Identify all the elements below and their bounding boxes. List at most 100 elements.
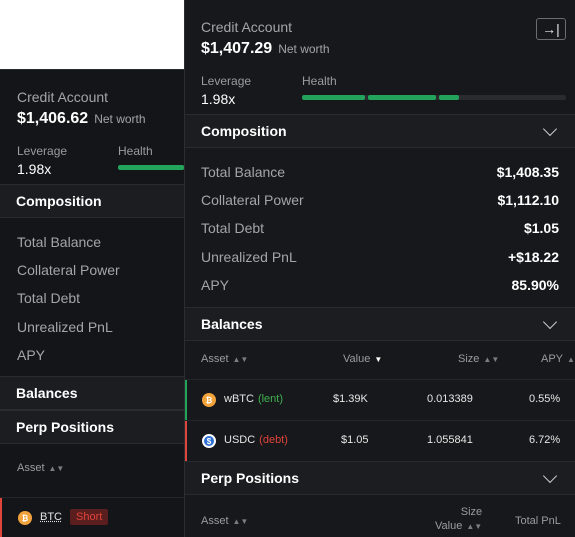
balance-symbol: USDC [224, 434, 256, 446]
perp-pnl-header[interactable]: Total PnL [515, 515, 561, 527]
net-worth-value: $1,407.29 [201, 40, 273, 57]
header-label: Size [460, 506, 483, 518]
back-net-worth: $1,406.62 Net worth [17, 110, 146, 128]
balance-apy: 0.55% [529, 393, 561, 405]
leverage-label: Leverage [201, 74, 252, 88]
sort-icon: ▲▼ [567, 354, 575, 364]
back-perp-asset-header[interactable]: Asset ▲▼ [17, 462, 64, 474]
composition-label: Total Debt [201, 220, 265, 236]
back-balances-header[interactable]: Balances [0, 376, 184, 410]
balance-symbol: wBTC [224, 393, 254, 405]
back-perp-header[interactable]: Perp Positions [0, 410, 184, 444]
chevron-down-icon [542, 314, 558, 329]
header-label: Value [435, 520, 463, 532]
composition-value: $1,112.10 [497, 192, 559, 208]
composition-label: Total Balance [201, 164, 286, 180]
header-label: Total PnL [515, 515, 561, 527]
back-composition-row: APY [17, 347, 46, 363]
header-label: Asset [201, 515, 229, 527]
perp-title: Perp Positions [201, 470, 300, 486]
front-account-panel: Credit Account $1,407.29 Net worth →| Lev… [184, 0, 575, 537]
health-segment-3 [439, 95, 459, 100]
composition-header[interactable]: Composition [185, 114, 575, 148]
balance-size: 0.013389 [427, 393, 473, 405]
balance-size: 1.055841 [427, 434, 473, 446]
back-composition-row: Total Balance [17, 234, 102, 250]
lent-indicator [185, 380, 187, 420]
back-perp-asset-header-label: Asset [17, 462, 45, 474]
perp-size-value-label: Value ▲▼ [435, 520, 482, 532]
sort-icon: ▲▼ [48, 463, 65, 473]
lent-tag: (lent) [257, 393, 284, 405]
balance-value: $1.39K [333, 393, 368, 405]
back-composition-row: Collateral Power [17, 262, 120, 278]
back-perp-asset: BTC Short [40, 509, 109, 525]
health-label: Health [302, 74, 337, 88]
usdc-icon: $ [202, 434, 216, 448]
composition-value: $1,408.35 [496, 164, 559, 180]
header-label: Asset [201, 353, 229, 365]
balance-apy: 6.72% [529, 434, 561, 446]
debt-tag: (debt) [259, 434, 288, 446]
chevron-down-icon [542, 121, 558, 136]
back-net-worth-value: $1,406.62 [17, 110, 89, 127]
short-indicator [0, 498, 2, 537]
back-composition-row: Unrealized PnL [17, 319, 113, 335]
back-health-fill [118, 165, 184, 170]
composition-label: Collateral Power [201, 192, 304, 208]
balance-asset: USDC (debt) [224, 434, 288, 446]
back-leverage-label: Leverage [17, 144, 68, 158]
health-segment-1 [302, 95, 365, 100]
short-badge: Short [70, 509, 109, 525]
net-worth: $1,407.29 Net worth [201, 40, 330, 58]
balance-row[interactable]: ₿ wBTC (lent) $1.39K 0.013389 0.55% [185, 379, 575, 420]
composition-value: 85.90% [511, 277, 559, 293]
collapse-right-icon: →| [542, 21, 560, 37]
net-worth-label: Net worth [278, 42, 330, 56]
sort-icon: ▲▼ [232, 354, 249, 364]
back-perp-symbol: BTC [40, 511, 62, 523]
collapse-panel-button[interactable]: →| [536, 18, 566, 40]
balance-value: $1.05 [341, 434, 369, 446]
balances-apy-header[interactable]: APY▲▼ [541, 353, 575, 365]
balance-row[interactable]: $ USDC (debt) $1.05 1.055841 6.72% [185, 420, 575, 461]
header-label: Size [458, 353, 480, 365]
account-title: Credit Account [201, 19, 293, 35]
debt-indicator [185, 421, 187, 461]
header-label: Value [343, 353, 371, 365]
health-bar [302, 95, 566, 100]
perp-header[interactable]: Perp Positions [185, 461, 575, 495]
balances-asset-header[interactable]: Asset ▲▼ [201, 353, 248, 365]
back-balances-title: Balances [16, 385, 78, 401]
back-health-bar [118, 165, 184, 170]
perp-asset-header[interactable]: Asset ▲▼ [201, 515, 248, 527]
chevron-down-icon [542, 468, 558, 483]
back-account-title: Credit Account [17, 89, 109, 105]
balances-value-header[interactable]: Value ▼ [343, 353, 382, 365]
composition-label: APY [201, 277, 230, 293]
back-composition-title: Composition [16, 193, 102, 209]
composition-title: Composition [201, 123, 287, 139]
composition-value: +$18.22 [508, 249, 559, 265]
back-composition-header[interactable]: Composition [0, 184, 184, 218]
header-label: APY [541, 353, 564, 365]
sort-icon: ▲▼ [466, 521, 483, 531]
balances-size-header[interactable]: Size ▲▼ [458, 353, 499, 365]
wbtc-icon: ₿ [202, 393, 216, 407]
back-account-panel: Credit Account $1,406.62 Net worth Levera… [0, 69, 184, 537]
balances-title: Balances [201, 316, 263, 332]
back-health-label: Health [118, 144, 153, 158]
sort-icon: ▲▼ [232, 516, 249, 526]
balance-asset: wBTC (lent) [224, 393, 283, 405]
composition-row: Total Balance $1,408.35 [201, 164, 559, 180]
back-perp-title: Perp Positions [16, 419, 115, 435]
perp-size-header[interactable]: Size Value ▲▼ [435, 506, 482, 532]
btc-icon: ₿ [18, 511, 32, 525]
composition-row: Unrealized PnL +$18.22 [201, 249, 559, 265]
back-perp-row[interactable]: ₿ BTC Short [0, 497, 184, 537]
back-net-worth-label: Net worth [94, 112, 146, 126]
back-leverage-value: 1.98x [17, 161, 52, 177]
balances-header[interactable]: Balances [185, 307, 575, 341]
composition-value: $1.05 [523, 220, 559, 236]
composition-label: Unrealized PnL [201, 249, 297, 265]
